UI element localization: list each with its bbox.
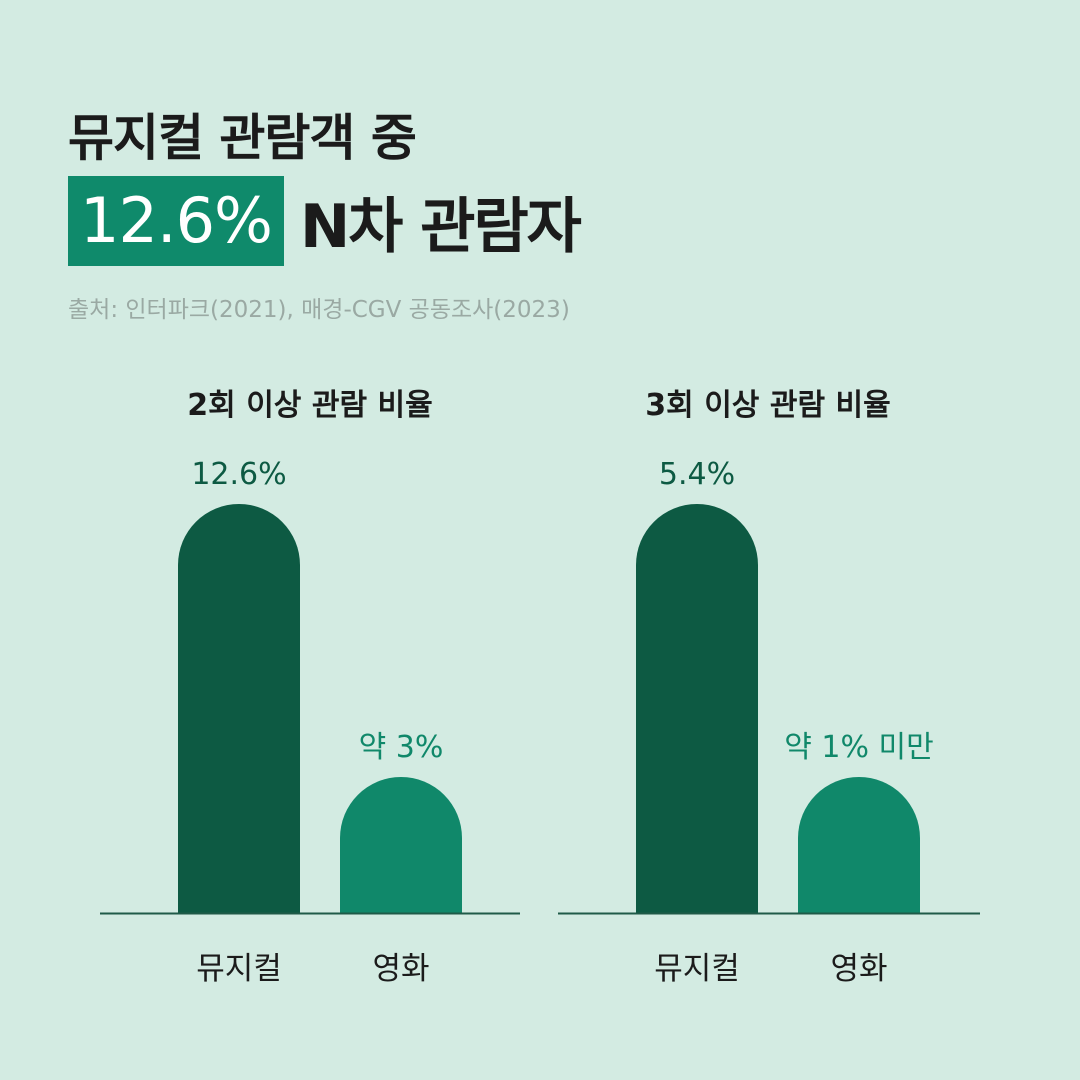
value-label-musical: 5.4% bbox=[659, 457, 735, 492]
value-label-movie: 약 3% bbox=[359, 730, 444, 765]
chart-3plus: 3회 이상 관람 비율 5.4% 약 1% 미만 뮤지컬 영화 bbox=[558, 388, 980, 987]
bar-musical bbox=[636, 504, 758, 913]
source-note: 출처: 인터파크(2021), 매경-CGV 공동조사(2023) bbox=[68, 297, 570, 323]
highlight-percentage: 12.6% bbox=[68, 176, 284, 266]
category-label-movie: 영화 bbox=[830, 951, 887, 987]
page-title: 뮤지컬 관람객 중 bbox=[68, 109, 417, 167]
chart-2plus: 2회 이상 관람 비율 12.6% 약 3% 뮤지컬 영화 bbox=[100, 388, 520, 987]
bar-movie bbox=[340, 777, 462, 913]
headline-rest: N차 관람자 bbox=[299, 191, 582, 262]
headline: 12.6% N차 관람자 bbox=[68, 176, 582, 266]
category-label-musical: 뮤지컬 bbox=[196, 951, 282, 987]
value-label-musical: 12.6% bbox=[191, 457, 286, 492]
category-label-movie: 영화 bbox=[372, 951, 429, 987]
bar-musical bbox=[178, 504, 300, 913]
value-label-movie: 약 1% 미만 bbox=[784, 730, 933, 765]
chart-title: 2회 이상 관람 비율 bbox=[187, 388, 432, 423]
category-label-musical: 뮤지컬 bbox=[654, 951, 740, 987]
bar-movie bbox=[798, 777, 920, 913]
chart-title: 3회 이상 관람 비율 bbox=[645, 388, 890, 423]
